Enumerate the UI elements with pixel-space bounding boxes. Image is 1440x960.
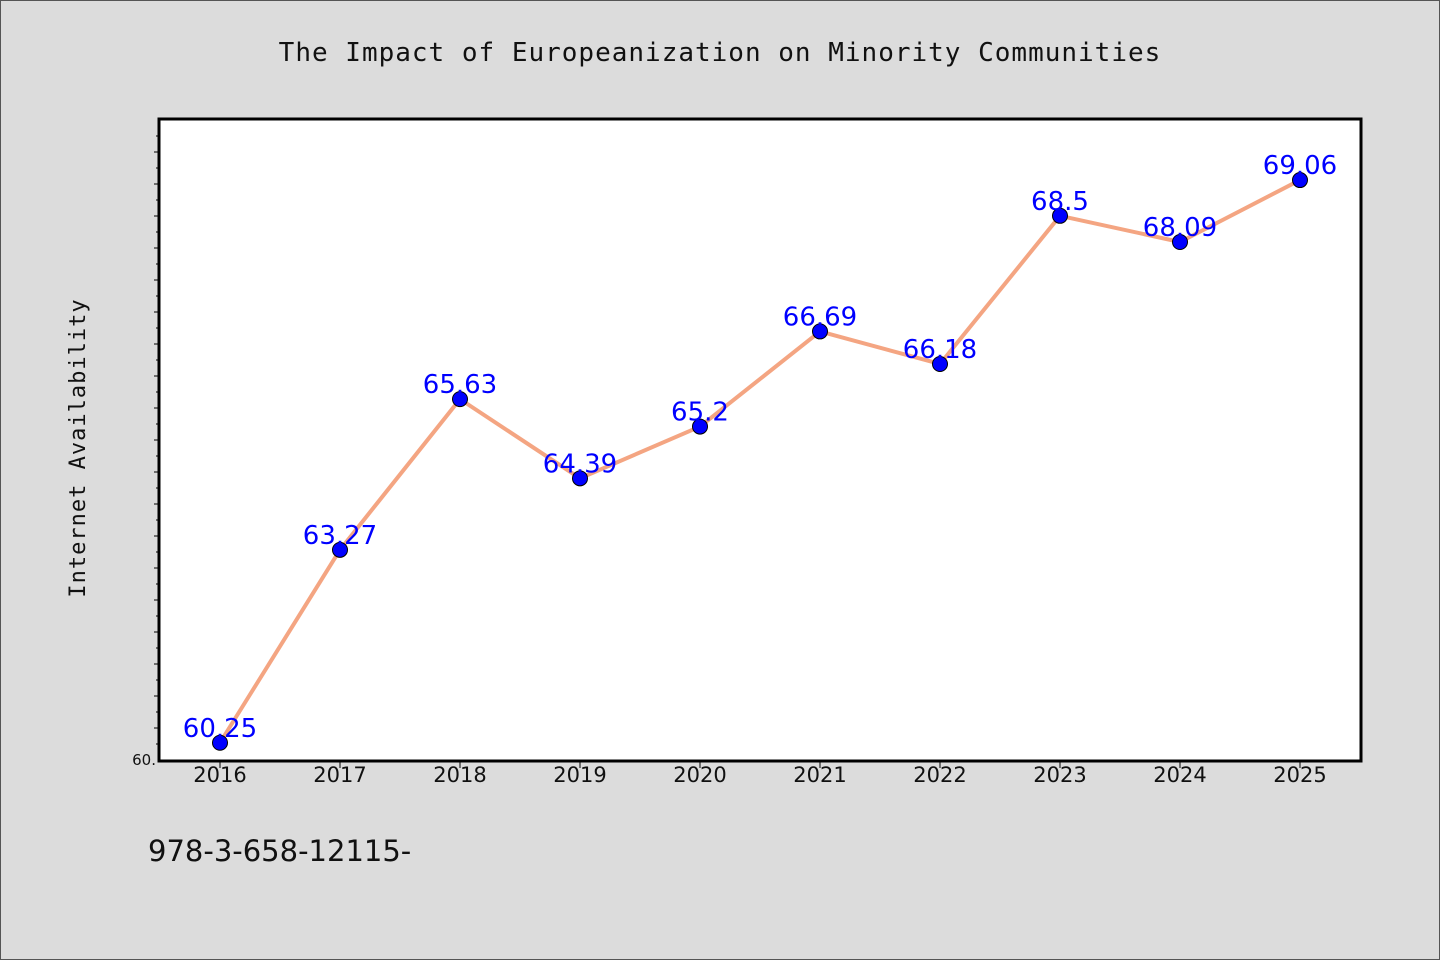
- x-tick-label: 2016: [193, 763, 246, 787]
- x-tick-label: 2025: [1273, 763, 1326, 787]
- data-labels: 60.25 63.27 65.63 64.39 65.2 66.69 66.18 68.5 68…: [183, 151, 1337, 744]
- x-tick-label: 2020: [673, 763, 726, 787]
- data-point: [332, 541, 348, 558]
- data-point: [1292, 172, 1308, 189]
- data-point: [212, 734, 228, 751]
- data-label: 60.25: [183, 714, 257, 744]
- x-tick-label: 2019: [553, 763, 606, 787]
- data-point: [932, 355, 948, 372]
- footnote-text: 978-3-658-12115-: [148, 834, 412, 868]
- plot-area: [157, 117, 1363, 763]
- data-point: [812, 323, 828, 340]
- data-label: 63.27: [303, 521, 377, 551]
- data-label: 69.06: [1263, 151, 1337, 181]
- y-axis-label: Internet Availability: [66, 298, 91, 597]
- series-layer: [212, 172, 1308, 751]
- x-tick-label: 2021: [793, 763, 846, 787]
- y-tick-label: 60.: [132, 751, 156, 769]
- data-label: 65.63: [423, 370, 497, 400]
- y-axis-ticks: 60.: [132, 135, 160, 769]
- data-point: [572, 470, 588, 487]
- data-point: [692, 418, 708, 435]
- data-label: 66.18: [903, 335, 977, 365]
- x-tick-label: 2017: [313, 763, 366, 787]
- data-point: [452, 391, 468, 408]
- data-point: [1172, 233, 1188, 250]
- data-label: 64.39: [543, 449, 617, 479]
- x-tick-label: 2018: [433, 763, 486, 787]
- data-label: 66.69: [783, 302, 857, 332]
- x-axis-ticks: 2016 2017 2018 2019 2020 2021 2022 2023 2024 2025: [193, 760, 1327, 787]
- data-label: 68.09: [1143, 213, 1217, 243]
- data-label: 68.5: [1031, 187, 1089, 217]
- data-point: [1052, 207, 1068, 224]
- x-tick-label: 2022: [913, 763, 966, 787]
- x-tick-label: 2023: [1033, 763, 1086, 787]
- chart-title: The Impact of Europeanization on Minorit…: [279, 38, 1162, 68]
- x-tick-label: 2024: [1153, 763, 1206, 787]
- series-line: [218, 178, 1301, 744]
- data-label: 65.2: [671, 398, 729, 428]
